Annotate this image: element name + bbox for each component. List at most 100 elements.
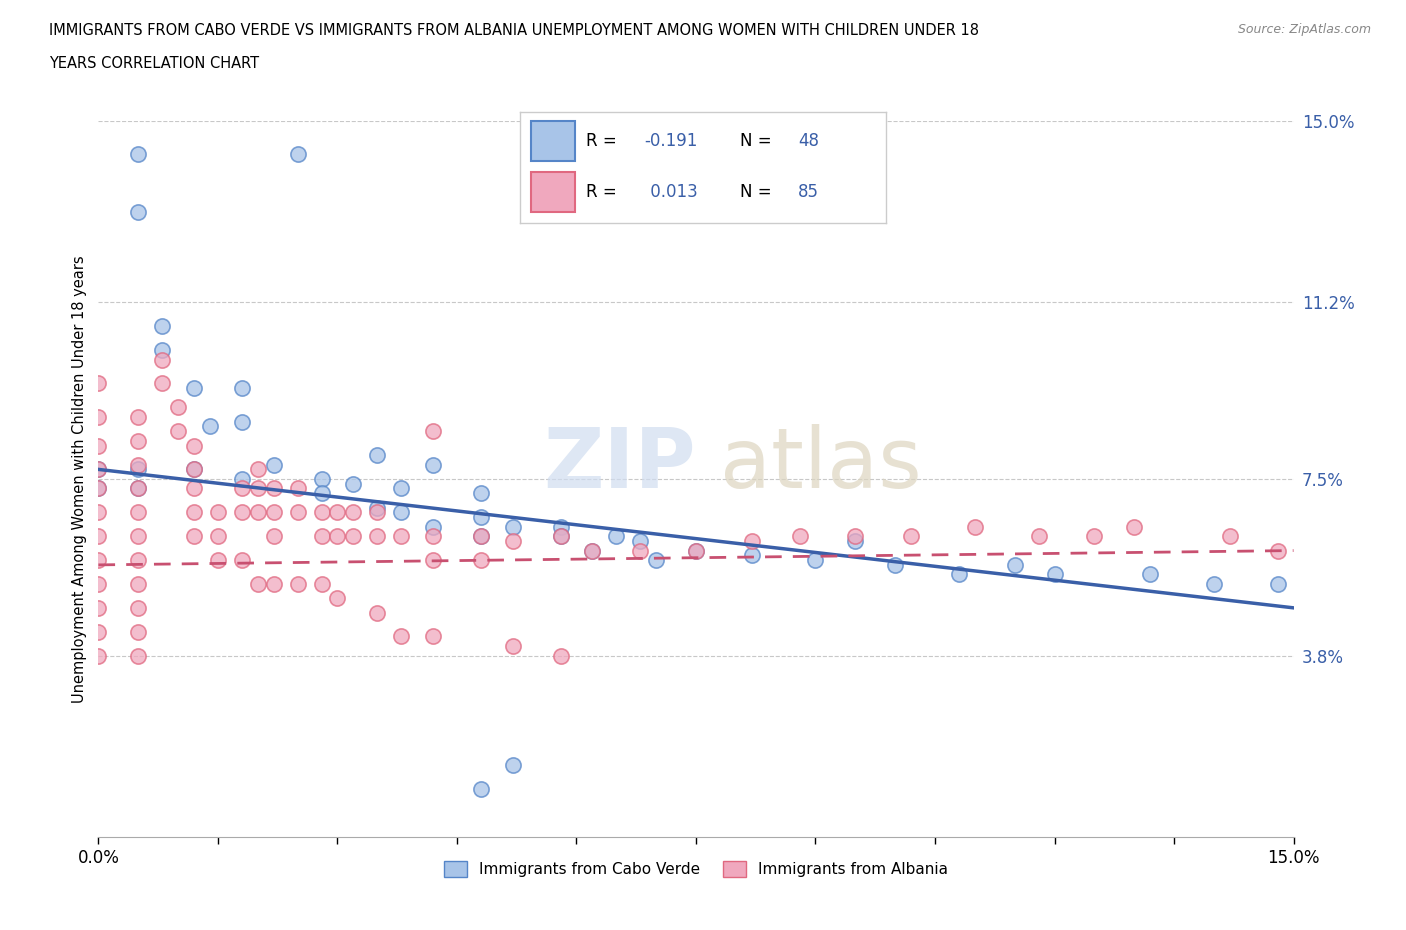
Point <box>741 534 763 549</box>
Point <box>326 505 349 520</box>
Point <box>287 147 309 162</box>
Text: Source: ZipAtlas.com: Source: ZipAtlas.com <box>1237 23 1371 36</box>
Point <box>311 529 333 544</box>
Point <box>1139 567 1161 582</box>
Point <box>900 529 922 544</box>
Point <box>1267 543 1289 558</box>
Text: IMMIGRANTS FROM CABO VERDE VS IMMIGRANTS FROM ALBANIA UNEMPLOYMENT AMONG WOMEN W: IMMIGRANTS FROM CABO VERDE VS IMMIGRANTS… <box>49 23 979 38</box>
Point <box>183 481 205 496</box>
Point <box>470 510 492 525</box>
Point <box>198 419 221 434</box>
Point <box>366 505 388 520</box>
Point <box>231 552 253 567</box>
Point <box>127 433 149 448</box>
Point <box>342 476 364 491</box>
Point <box>326 591 349 605</box>
Point <box>1123 519 1146 534</box>
Point <box>844 534 866 549</box>
Point <box>183 529 205 544</box>
Point <box>183 505 205 520</box>
Point <box>470 529 492 544</box>
Text: R =: R = <box>586 132 621 150</box>
Point <box>389 505 412 520</box>
Point <box>287 577 309 591</box>
Point <box>127 147 149 162</box>
Point <box>183 462 205 477</box>
Text: -0.191: -0.191 <box>644 132 697 150</box>
Point <box>366 500 388 515</box>
Point <box>263 529 285 544</box>
Point <box>150 376 173 391</box>
Text: N =: N = <box>740 183 776 201</box>
Point <box>948 567 970 582</box>
Point <box>1043 567 1066 582</box>
Point <box>1083 529 1105 544</box>
Point <box>127 205 149 219</box>
Point <box>127 624 149 639</box>
Point <box>804 552 827 567</box>
Point <box>263 481 285 496</box>
Point <box>167 424 190 439</box>
Point <box>502 758 524 773</box>
Point <box>87 481 110 496</box>
Point <box>685 543 707 558</box>
Point <box>231 414 253 429</box>
Bar <box>531 121 575 161</box>
Point <box>87 409 110 424</box>
Point <box>287 481 309 496</box>
Point <box>231 380 253 395</box>
Point <box>470 552 492 567</box>
Point <box>422 424 444 439</box>
Point <box>366 605 388 620</box>
Point <box>470 485 492 500</box>
Point <box>422 458 444 472</box>
Point <box>502 534 524 549</box>
Point <box>366 529 388 544</box>
Point <box>422 519 444 534</box>
Point <box>207 505 229 520</box>
Point <box>287 505 309 520</box>
Point <box>422 529 444 544</box>
Point <box>127 458 149 472</box>
Point <box>87 552 110 567</box>
Point <box>87 601 110 616</box>
Point <box>422 629 444 644</box>
Point <box>207 552 229 567</box>
Point <box>685 543 707 558</box>
Point <box>87 505 110 520</box>
Text: ZIP: ZIP <box>544 424 696 505</box>
Text: YEARS CORRELATION CHART: YEARS CORRELATION CHART <box>49 56 259 71</box>
Point <box>342 529 364 544</box>
Point <box>1267 577 1289 591</box>
Point <box>422 552 444 567</box>
Point <box>326 529 349 544</box>
Point <box>366 447 388 462</box>
Point <box>1028 529 1050 544</box>
Point <box>389 529 412 544</box>
Point <box>581 543 603 558</box>
Point <box>127 648 149 663</box>
Point <box>246 481 269 496</box>
Point <box>231 472 253 486</box>
Point <box>581 543 603 558</box>
Point <box>127 601 149 616</box>
Point <box>550 648 572 663</box>
Point <box>550 529 572 544</box>
Legend: Immigrants from Cabo Verde, Immigrants from Albania: Immigrants from Cabo Verde, Immigrants f… <box>437 855 955 884</box>
Point <box>263 505 285 520</box>
Point <box>311 472 333 486</box>
Point <box>150 352 173 367</box>
Point <box>246 505 269 520</box>
Bar <box>531 172 575 212</box>
Point <box>246 462 269 477</box>
Point <box>127 505 149 520</box>
Point <box>389 629 412 644</box>
Text: atlas: atlas <box>720 424 921 505</box>
Point <box>389 481 412 496</box>
Point <box>127 409 149 424</box>
Point <box>1219 529 1241 544</box>
Point <box>628 543 651 558</box>
Point <box>605 529 627 544</box>
Point <box>844 529 866 544</box>
Point <box>263 577 285 591</box>
